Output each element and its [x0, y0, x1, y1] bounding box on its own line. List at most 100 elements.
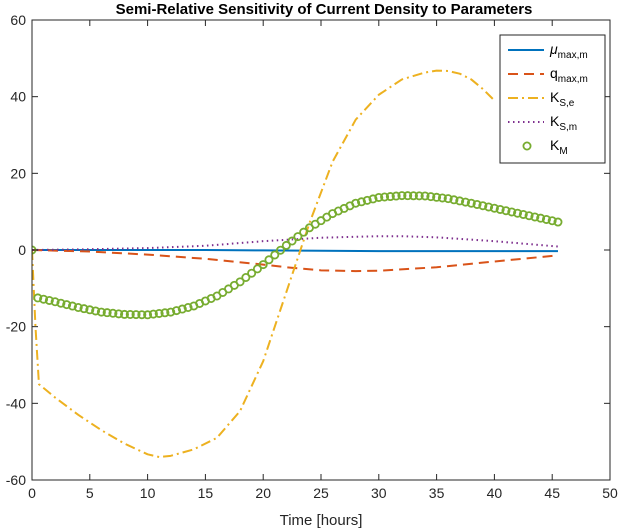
data-point: [96, 307, 106, 317]
y-tick-label: 60: [10, 12, 26, 28]
x-tick-label: 10: [140, 485, 156, 501]
data-point: [408, 191, 418, 201]
data-point: [484, 202, 494, 212]
data-point: [148, 309, 158, 319]
data-point: [478, 201, 488, 211]
data-point: [67, 301, 77, 311]
data-point: [154, 308, 164, 318]
data-point: [62, 300, 72, 310]
data-point: [391, 191, 401, 201]
data-point: [547, 216, 557, 226]
data-point: [131, 310, 141, 320]
legend-label: μmax,m: [549, 41, 588, 61]
x-tick-label: 50: [602, 485, 618, 501]
legend-label: KM: [550, 137, 568, 157]
axes: 0 5 10 15 20 25 30 35 40 45 50 -60 -40 -20 0 20 40 60: [6, 12, 618, 501]
data-point: [460, 197, 470, 207]
y-tick-label: 0: [18, 242, 26, 258]
y-tick-label: 40: [10, 89, 26, 105]
data-point: [85, 305, 95, 315]
data-point: [241, 272, 251, 282]
data-point: [437, 193, 447, 203]
data-point: [287, 236, 297, 246]
data-point: [513, 208, 523, 218]
data-point: [44, 295, 54, 305]
data-point: [171, 306, 181, 316]
data-point: [39, 294, 49, 304]
data-point: [247, 268, 257, 278]
x-tick-label: 45: [544, 485, 560, 501]
x-axis-label: Time [hours]: [280, 512, 363, 528]
x-tick-label: 25: [313, 485, 329, 501]
data-point: [258, 260, 268, 270]
legend-label: KS,m: [550, 113, 577, 133]
legend: μmax,m qmax,m KS,e KS,m KM: [499, 34, 606, 164]
data-point: [281, 240, 291, 250]
x-tick-label: 15: [198, 485, 214, 501]
legend-marker: [522, 141, 532, 151]
data-point: [264, 255, 274, 265]
data-point: [351, 198, 361, 208]
data-point: [108, 308, 118, 318]
y-tick-label: -20: [6, 319, 26, 335]
data-point: [443, 194, 453, 204]
x-tick-label: 40: [487, 485, 503, 501]
data-point: [299, 227, 309, 237]
data-point: [166, 307, 176, 317]
data-point: [235, 277, 245, 287]
data-point: [143, 310, 153, 320]
data-point: [501, 206, 511, 216]
series-line-3: [32, 235, 559, 251]
data-point: [536, 213, 546, 223]
data-point: [56, 298, 66, 308]
data-point: [50, 297, 60, 307]
data-point: [270, 250, 280, 260]
data-point: [507, 207, 517, 217]
data-point: [455, 196, 465, 206]
data-point: [403, 191, 413, 201]
data-point: [495, 204, 505, 214]
data-point: [356, 197, 366, 207]
data-point: [524, 211, 534, 221]
x-tick-label: 35: [429, 485, 445, 501]
data-point: [137, 310, 147, 320]
data-point: [160, 308, 170, 318]
data-point: [553, 217, 563, 227]
x-tick-label: 30: [371, 485, 387, 501]
data-point: [489, 203, 499, 213]
data-point: [374, 192, 384, 202]
data-point: [432, 192, 442, 202]
series-line-2: [32, 69, 496, 458]
data-point: [33, 293, 43, 303]
data-point: [472, 199, 482, 209]
data-point: [91, 306, 101, 316]
y-tick-label: 20: [10, 165, 26, 181]
data-point: [414, 191, 424, 201]
data-point: [380, 192, 390, 202]
data-point: [125, 309, 135, 319]
y-tick-label: -60: [6, 472, 26, 488]
data-point: [518, 209, 528, 219]
data-point: [362, 195, 372, 205]
data-point: [252, 264, 262, 274]
data-point: [102, 308, 112, 318]
data-point: [397, 191, 407, 201]
data-point: [466, 198, 476, 208]
legend-label: KS,e: [550, 89, 575, 109]
x-tick-label: 0: [28, 485, 36, 501]
data-point: [177, 304, 187, 314]
data-point: [420, 191, 430, 201]
data-point: [79, 304, 89, 314]
data-point: [293, 232, 303, 242]
data-point: [73, 302, 83, 312]
x-tick-label: 20: [255, 485, 271, 501]
series-line-0: [32, 249, 558, 253]
data-point: [368, 194, 378, 204]
data-point: [114, 309, 124, 319]
x-tick-label: 5: [86, 485, 94, 501]
series-line-1: [32, 249, 559, 273]
data-point: [119, 309, 129, 319]
y-tick-label: -40: [6, 395, 26, 411]
data-point: [449, 195, 459, 205]
data-point: [183, 302, 193, 312]
